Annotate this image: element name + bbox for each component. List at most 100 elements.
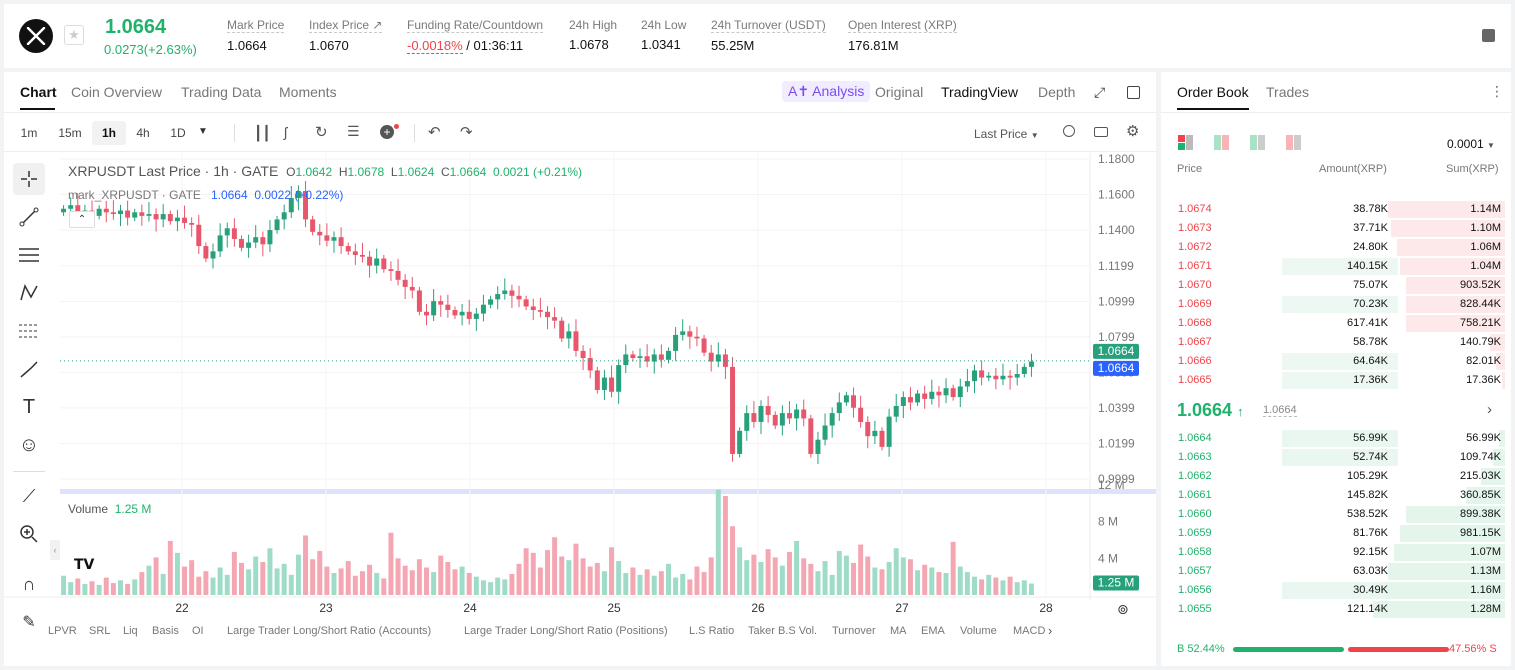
tab-coin-overview[interactable]: Coin Overview bbox=[71, 84, 163, 100]
indicator-tab[interactable]: L.S Ratio bbox=[689, 625, 735, 637]
tab-original[interactable]: Original bbox=[875, 84, 924, 100]
undo-icon[interactable]: ↶ bbox=[428, 124, 441, 141]
ask-row[interactable]: 1.0671 140.15K 1.04M bbox=[1170, 257, 1505, 276]
tab-moments[interactable]: Moments bbox=[279, 84, 337, 100]
tab-chart[interactable]: Chart bbox=[20, 84, 57, 100]
time-settings-icon[interactable]: ⊚ bbox=[1117, 601, 1129, 617]
view-asks-icon[interactable] bbox=[1286, 135, 1302, 150]
expand-icon[interactable]: ⤢ bbox=[1094, 84, 1106, 100]
stat-index-price[interactable]: Index Price ↗ 1.0670 bbox=[309, 18, 383, 53]
ask-row[interactable]: 1.0674 38.78K 1.14M bbox=[1170, 200, 1505, 219]
favorite-star-icon[interactable]: ★ bbox=[64, 25, 84, 45]
indicator-tab[interactable]: Large Trader Long/Short Ratio (Accounts) bbox=[227, 625, 432, 637]
interval-1h[interactable]: 1h bbox=[92, 121, 126, 145]
ask-row[interactable]: 1.0672 24.80K 1.06M bbox=[1170, 238, 1505, 257]
interval-1m[interactable]: 1m bbox=[20, 126, 38, 140]
indicator-tab[interactable]: Large Trader Long/Short Ratio (Positions… bbox=[464, 625, 668, 637]
interval-dropdown-icon[interactable]: ▼ bbox=[198, 126, 208, 137]
refresh-icon[interactable]: ↻ bbox=[315, 124, 328, 141]
stat-open-interest[interactable]: Open Interest (XRP) 176.81M bbox=[848, 18, 957, 53]
indicator-scroll-right-icon[interactable]: › bbox=[1048, 623, 1053, 638]
volume-bar bbox=[950, 541, 956, 595]
crosshair-tool-icon[interactable] bbox=[13, 163, 45, 195]
volume-bar bbox=[82, 584, 88, 595]
indicator-tab[interactable]: Taker B.S Vol. bbox=[748, 625, 818, 637]
indicator-tab[interactable]: Volume bbox=[960, 625, 997, 637]
settings-gear-icon[interactable]: ⚙ bbox=[1126, 123, 1140, 140]
stat-funding-rate[interactable]: Funding Rate/Countdown -0.0018% / 01:36:1… bbox=[407, 18, 544, 54]
tab-order-book[interactable]: Order Book bbox=[1177, 84, 1249, 100]
tab-ai-analysis[interactable]: A✝ Analysis bbox=[782, 81, 871, 102]
collapse-legend-button[interactable]: ⌃ bbox=[69, 211, 95, 228]
indicator-tab[interactable]: LPVR bbox=[48, 625, 77, 637]
bid-row[interactable]: 1.0663 52.74K 109.74K bbox=[1170, 448, 1505, 467]
tab-trades[interactable]: Trades bbox=[1266, 84, 1310, 100]
bid-row[interactable]: 1.0658 92.15K 1.07M bbox=[1170, 543, 1505, 562]
volume-bar bbox=[488, 582, 494, 595]
indicators-icon[interactable]: ʃ bbox=[284, 124, 288, 140]
bid-row[interactable]: 1.0656 30.49K 1.16M bbox=[1170, 581, 1505, 600]
emoji-tool-icon[interactable]: ☺ bbox=[18, 433, 40, 456]
fib-tool-icon[interactable] bbox=[13, 315, 45, 347]
ask-row[interactable]: 1.0665 17.36K 17.36K bbox=[1170, 371, 1505, 390]
pattern-tool-icon[interactable] bbox=[13, 277, 45, 309]
camera-icon[interactable] bbox=[1094, 127, 1108, 137]
brush-tool-icon[interactable] bbox=[13, 353, 45, 385]
indicator-tab[interactable]: EMA bbox=[921, 625, 945, 637]
interval-1d[interactable]: 1D bbox=[170, 126, 186, 140]
indicator-tab[interactable]: Turnover bbox=[832, 625, 876, 637]
indicator-tab[interactable]: Basis bbox=[152, 625, 179, 637]
ask-row[interactable]: 1.0667 58.78K 140.79K bbox=[1170, 333, 1505, 352]
view-both-icon[interactable] bbox=[1178, 135, 1194, 150]
indicator-tab[interactable]: MA bbox=[890, 625, 907, 637]
add-indicator-icon[interactable]: + bbox=[380, 125, 394, 139]
magnet-icon[interactable]: ∩ bbox=[22, 573, 36, 594]
text-tool-icon[interactable]: T bbox=[22, 395, 36, 418]
indicator-tab[interactable]: SRL bbox=[89, 625, 111, 637]
redo-icon[interactable]: ↷ bbox=[460, 124, 473, 141]
window-icon[interactable] bbox=[1127, 86, 1140, 99]
stat-24h-turnover[interactable]: 24h Turnover (USDT) 55.25M bbox=[711, 18, 826, 53]
candle-type-icon[interactable]: ┃┃ bbox=[254, 125, 271, 141]
ask-row[interactable]: 1.0673 37.71K 1.10M bbox=[1170, 219, 1505, 238]
trend-line-tool-icon[interactable] bbox=[13, 201, 45, 233]
price-type-select[interactable]: Last Price ▼ bbox=[974, 127, 1039, 141]
tab-trading-data[interactable]: Trading Data bbox=[181, 84, 262, 100]
bid-row[interactable]: 1.0664 56.99K 56.99K bbox=[1170, 429, 1505, 448]
interval-15m[interactable]: 15m bbox=[58, 126, 82, 140]
precision-select[interactable]: 0.0001 ▼ bbox=[1447, 137, 1495, 151]
ask-row[interactable]: 1.0669 70.23K 828.44K bbox=[1170, 295, 1505, 314]
mid-mark-price[interactable]: 1.0664 bbox=[1263, 404, 1297, 417]
bid-row[interactable]: 1.0660 538.52K 899.38K bbox=[1170, 505, 1505, 524]
tab-tradingview[interactable]: TradingView bbox=[941, 84, 1019, 100]
zoom-in-icon[interactable] bbox=[13, 518, 45, 550]
ask-row[interactable]: 1.0670 75.07K 903.52K bbox=[1170, 276, 1505, 295]
collapse-toolbar-icon[interactable]: ‹ bbox=[50, 540, 60, 560]
ruler-tool-icon[interactable]: ⟋ bbox=[22, 485, 36, 506]
book-icon[interactable] bbox=[1482, 29, 1495, 42]
bid-row[interactable]: 1.0661 145.82K 360.85K bbox=[1170, 486, 1505, 505]
more-options-icon[interactable]: ⋮ bbox=[1490, 83, 1504, 99]
mid-price[interactable]: 1.0664 ↑ bbox=[1177, 400, 1244, 421]
indicator-tab[interactable]: MACD bbox=[1013, 625, 1046, 637]
ask-row[interactable]: 1.0666 64.64K 82.01K bbox=[1170, 352, 1505, 371]
horizontal-lines-tool-icon[interactable] bbox=[13, 239, 45, 271]
bid-row[interactable]: 1.0659 81.76K 981.15K bbox=[1170, 524, 1505, 543]
bid-row[interactable]: 1.0662 105.29K 215.03K bbox=[1170, 467, 1505, 486]
stat-mark-price[interactable]: Mark Price 1.0664 bbox=[227, 18, 285, 53]
indicator-tab[interactable]: Liq bbox=[123, 625, 138, 637]
view-bids-icon[interactable] bbox=[1250, 135, 1266, 150]
indicator-tab[interactable]: OI bbox=[192, 625, 204, 637]
interval-4h[interactable]: 4h bbox=[136, 126, 150, 140]
tab-depth[interactable]: Depth bbox=[1038, 84, 1076, 100]
volume-bar bbox=[281, 563, 287, 595]
search-icon[interactable] bbox=[1063, 125, 1075, 137]
view-split-icon[interactable] bbox=[1214, 135, 1230, 150]
templates-icon[interactable]: ☰ bbox=[347, 123, 360, 139]
bid-row[interactable]: 1.0657 63.03K 1.13M bbox=[1170, 562, 1505, 581]
bid-row[interactable]: 1.0655 121.14K 1.28M bbox=[1170, 600, 1505, 619]
pencil-icon[interactable]: ✎ bbox=[22, 614, 36, 631]
chevron-right-icon[interactable]: › bbox=[1487, 401, 1492, 418]
ask-row[interactable]: 1.0668 617.41K 758.21K bbox=[1170, 314, 1505, 333]
